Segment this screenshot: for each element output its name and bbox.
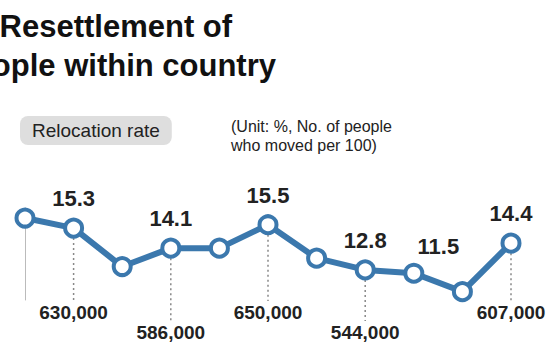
svg-text:14.4: 14.4 [490, 201, 534, 226]
svg-text:people within country: people within country [0, 48, 277, 83]
svg-text:11.5: 11.5 [418, 234, 460, 259]
svg-text:15.5: 15.5 [247, 183, 290, 208]
svg-text:Relocation rate: Relocation rate [32, 120, 160, 141]
svg-text:(Unit: %, No. of people: (Unit: %, No. of people [231, 118, 392, 135]
svg-text:15.3: 15.3 [52, 186, 95, 211]
svg-text:544,000: 544,000 [331, 322, 400, 343]
svg-text:14.1: 14.1 [149, 206, 192, 231]
svg-text:650,000: 650,000 [234, 302, 303, 323]
svg-text:12.8: 12.8 [344, 228, 387, 253]
svg-text:Resettlement of: Resettlement of [0, 9, 233, 44]
svg-text:who moved per 100): who moved per 100) [230, 137, 377, 154]
svg-text:586,000: 586,000 [136, 322, 205, 343]
svg-text:630,000: 630,000 [39, 302, 108, 323]
svg-text:607,000: 607,000 [477, 302, 546, 323]
